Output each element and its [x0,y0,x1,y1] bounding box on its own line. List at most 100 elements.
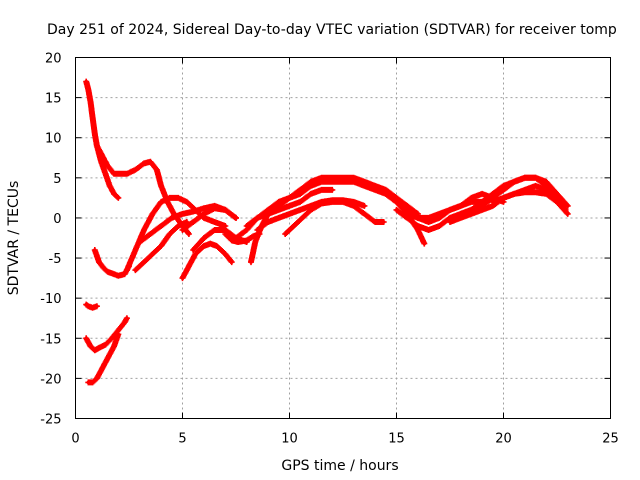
series-arc-3 [91,247,132,279]
y-tick-label: -20 [40,372,61,387]
data-point [277,216,281,220]
x-tick-label: 5 [178,432,186,447]
data-point [202,206,206,211]
data-point [155,168,159,172]
data-point [202,244,206,248]
data-point [563,208,568,212]
data-point [341,198,345,203]
x-tick-label: 10 [281,432,298,447]
y-tick-label: -25 [40,413,61,428]
data-point [229,260,234,264]
data-point [277,208,281,212]
data-point [362,212,367,216]
data-point [229,238,234,243]
data-point [212,228,217,232]
data-point [191,220,195,224]
data-point [116,332,121,337]
data-point [116,196,121,200]
series-arc-21 [457,174,569,217]
data-point [341,180,345,184]
series-arc-24 [83,315,130,354]
data-point [512,192,516,196]
data-point [458,212,463,216]
data-point [116,273,121,278]
data-point [103,360,108,365]
data-point [112,192,116,196]
series-arc-9 [179,205,239,233]
data-marker-trail [83,78,122,201]
data-point [236,240,240,244]
data-point [86,87,91,92]
data-point [555,196,559,200]
data-point [84,79,88,84]
data-point [150,212,155,216]
data-point [187,264,191,268]
data-point [422,241,427,246]
data-point [469,208,474,212]
series-arc-5 [132,219,190,274]
data-point [159,244,163,248]
data-point [208,241,213,246]
data-point [103,342,108,347]
data-point [394,208,399,212]
data-point [88,99,93,104]
data-point [180,212,185,216]
data-point [523,188,527,192]
data-point [107,184,112,188]
data-point [319,188,324,192]
data-point [223,252,228,256]
data-point [309,184,313,188]
data-points [83,78,571,386]
data-point [244,238,249,243]
data-point [167,232,172,236]
data-point [266,212,270,216]
data-point [319,176,324,180]
x-tick-label: 0 [71,432,79,447]
data-point [458,204,463,208]
data-point [97,260,101,264]
data-point [512,180,516,184]
data-point [298,208,303,212]
data-point [214,244,219,248]
data-point [180,228,185,232]
data-point [266,220,270,224]
data-point [176,224,181,228]
data-point [148,232,153,236]
y-tick-label: -15 [40,332,61,347]
data-point [300,216,305,220]
data-point [105,164,110,168]
series-arc-2 [93,142,192,237]
data-point [223,224,228,228]
y-tick-label: 10 [45,132,62,147]
data-point [287,196,292,200]
series-arc-23 [83,301,100,311]
data-point [223,208,228,212]
x-tick-label: 25 [602,432,619,447]
data-point [405,208,410,212]
data-point [202,212,206,216]
data-point [90,305,95,310]
data-point [491,200,495,204]
data-point [159,224,163,228]
data-point [565,204,570,208]
data-point [381,220,386,224]
data-point [184,200,189,204]
data-point [107,352,112,357]
data-point [249,260,253,264]
data-point [150,252,155,256]
chart-title: Day 251 of 2024, Sidereal Day-to-day VTE… [47,22,617,38]
data-point [298,200,303,204]
data-point [330,188,335,192]
data-point [373,188,377,192]
data-point [133,248,138,252]
data-point [362,184,367,188]
axis-ticks: 0 5 10 15 20 25 -25 -20 -15 -10 -5 0 5 10 15 20 [40,52,619,447]
x-axis-label: GPS time / hours [281,458,398,474]
data-point [544,188,549,192]
data-point [437,224,442,228]
data-point [90,115,95,120]
data-point [394,200,399,204]
data-point [277,200,281,204]
data-point [330,180,335,184]
data-point [362,204,367,208]
